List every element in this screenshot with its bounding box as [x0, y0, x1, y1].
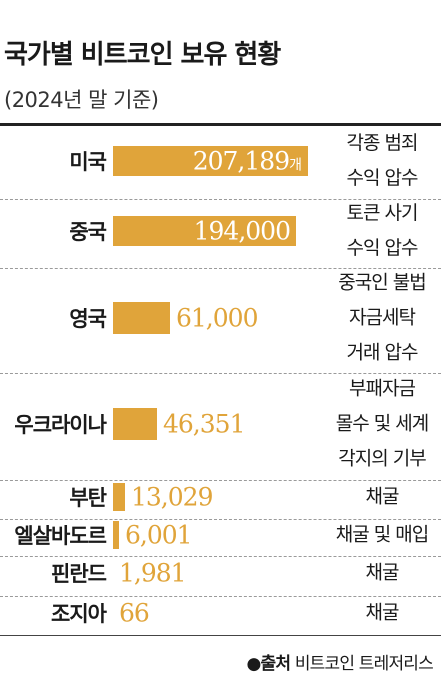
value-label: 61,000: [176, 303, 258, 332]
country-label: 영국: [69, 306, 107, 331]
acquisition-method-line: 각지의 기부: [338, 447, 426, 469]
row-separator: [0, 519, 441, 520]
country-label: 엘살바도르: [14, 523, 107, 548]
acquisition-method-line: 채굴 및 매입: [335, 523, 429, 545]
top-rule: [0, 123, 441, 126]
bar-mark: [113, 146, 308, 176]
value-number: 66: [119, 598, 150, 627]
acquisition-method-line: 채굴: [365, 561, 400, 584]
acquisition-method: 채굴 및 매입: [322, 517, 441, 552]
acquisition-method-line: 자금세탁: [349, 306, 416, 328]
acquisition-method-line: 수익 압수: [346, 167, 419, 189]
acquisition-method: 채굴: [322, 595, 441, 630]
acquisition-method: 채굴: [322, 479, 441, 514]
country-label: 부탄: [69, 485, 107, 510]
value-number: 207,189: [192, 146, 290, 176]
bar-mark: [113, 482, 125, 511]
row-separator: [0, 480, 441, 481]
bar-mark: [113, 215, 296, 246]
country-label: 핀란드: [51, 562, 107, 586]
chart-subtitle: (2024년 말 기준): [4, 88, 159, 112]
value-label: 46,351: [163, 409, 245, 438]
row-separator: [0, 268, 441, 269]
row-separator: [0, 373, 441, 374]
row-separator: [0, 596, 441, 597]
chart-title: 국가별 비트코인 보유 현황: [4, 40, 281, 70]
bar-mark: [113, 301, 170, 334]
bottom-rule: [0, 635, 441, 636]
country-label: 조지아: [51, 601, 107, 626]
acquisition-method-line: 중국인 불법: [338, 271, 426, 293]
source-text: 비트코인 트레저리스: [294, 654, 434, 674]
acquisition-method-line: 채굴: [365, 485, 400, 507]
bar-mark: [113, 407, 157, 440]
source-note: ●출처 비트코인 트레저리스: [247, 649, 434, 674]
country-label: 우크라이나: [14, 412, 107, 437]
acquisition-method-line: 거래 압수: [346, 341, 419, 363]
acquisition-method-line: 수익 압수: [346, 236, 419, 259]
value-label: 13,029: [131, 482, 213, 511]
acquisition-method-line: 각종 범죄: [346, 132, 419, 154]
value-label: 6,001: [125, 520, 193, 549]
acquisition-method-line: 토큰 사기: [346, 201, 419, 224]
acquisition-method-line: 채굴: [365, 601, 400, 623]
value-number: 194,000: [193, 216, 291, 245]
value-label: 1,981: [119, 558, 187, 588]
unit-label: 개: [289, 157, 302, 174]
row-separator: [0, 556, 441, 557]
value-label: 207,189개: [193, 147, 302, 176]
row-separator: [0, 199, 441, 200]
value-number: 13,029: [131, 482, 213, 511]
acquisition-method-line: 몰수 및 세계: [335, 412, 429, 434]
acquisition-method: 채굴: [322, 556, 441, 591]
value-number: 61,000: [176, 303, 258, 332]
country-label: 중국: [69, 219, 107, 244]
value-label: 66: [119, 598, 150, 627]
value-label: 194,000: [193, 216, 291, 245]
acquisition-method-line: 부패자금: [349, 377, 416, 399]
country-label: 미국: [69, 150, 107, 174]
value-number: 6,001: [125, 520, 193, 549]
source-label: ●출처: [246, 654, 292, 674]
bar-mark: [113, 520, 119, 549]
value-number: 1,981: [119, 558, 187, 588]
value-number: 46,351: [163, 409, 245, 438]
